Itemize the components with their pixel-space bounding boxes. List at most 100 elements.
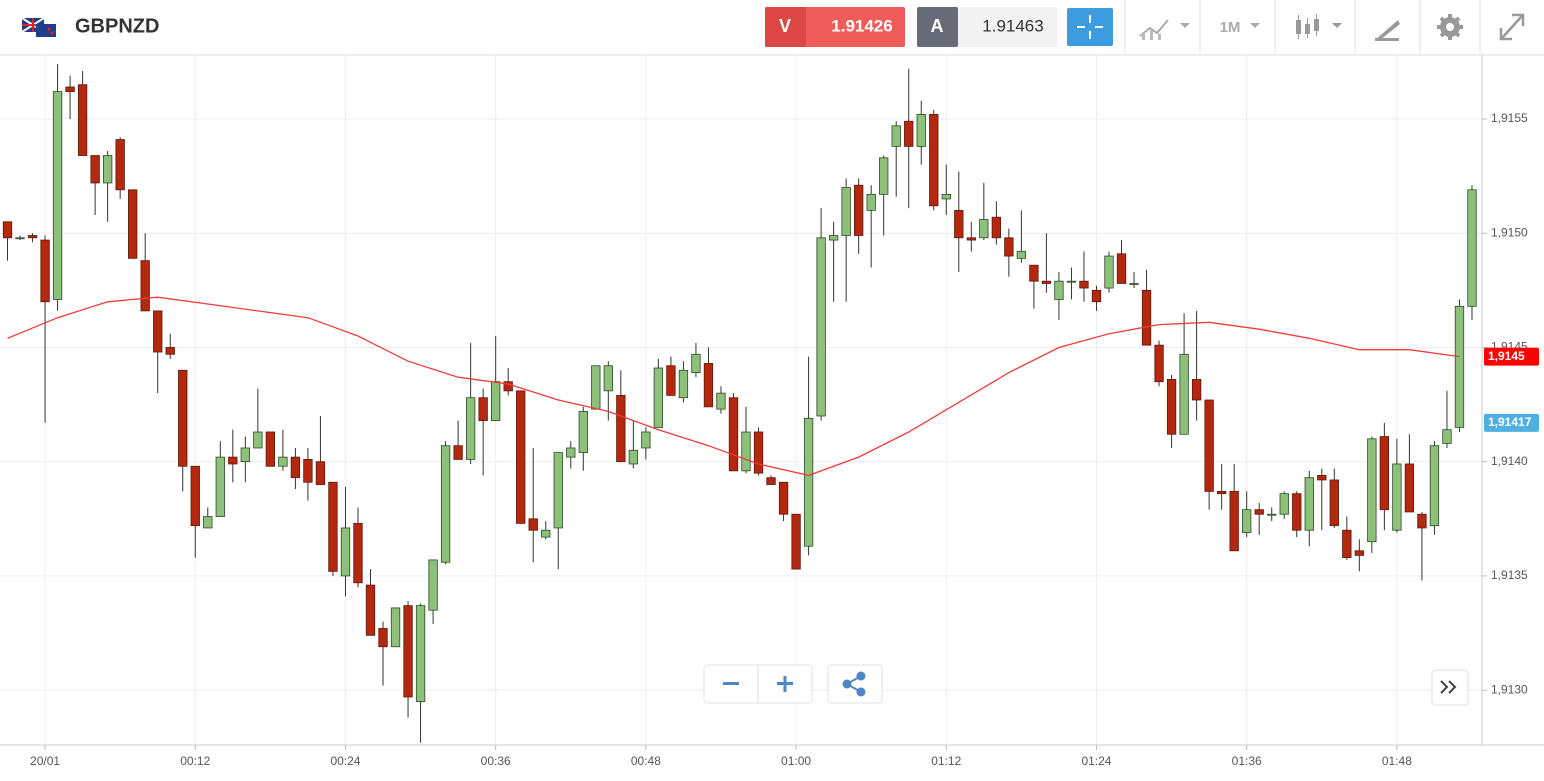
symbol: GBPNZD xyxy=(75,15,159,37)
candle-body xyxy=(916,114,926,147)
candle-body xyxy=(403,605,413,698)
candle-body xyxy=(1442,429,1452,444)
candle-body xyxy=(328,481,338,572)
candle-body xyxy=(77,84,88,156)
x-tick-label: 00:12 xyxy=(180,754,210,768)
candle-body xyxy=(866,193,876,211)
candle-body xyxy=(1166,379,1177,435)
candle-body xyxy=(828,235,839,241)
candle-body xyxy=(1429,445,1440,527)
toolbar: GBPNZD V 1.91426 A 1.91463 1M xyxy=(0,0,1544,56)
chart-type-icon[interactable] xyxy=(1296,14,1342,39)
candle-body xyxy=(841,187,851,236)
candle-body xyxy=(891,125,901,147)
zoom-in[interactable] xyxy=(777,676,793,692)
candle-body xyxy=(1129,283,1139,285)
candle-body xyxy=(503,381,513,392)
x-tick-label: 01:12 xyxy=(931,754,961,768)
crosshair-button[interactable] xyxy=(1067,8,1113,46)
candle-body xyxy=(516,390,526,524)
settings-icon[interactable] xyxy=(1437,14,1463,40)
candle-body xyxy=(1154,344,1164,383)
last-price-label: 1,91417 xyxy=(1488,415,1532,429)
candle-body xyxy=(1054,280,1064,300)
candle-body xyxy=(390,607,401,648)
zoom-out[interactable] xyxy=(723,682,739,685)
candle-body xyxy=(553,452,563,529)
candle-body xyxy=(102,155,113,184)
scroll-end-icon xyxy=(1440,680,1457,694)
candle-body xyxy=(816,237,826,417)
candle-body xyxy=(65,86,75,92)
candle-body xyxy=(628,449,639,465)
crosshair-icon xyxy=(1077,15,1103,39)
candle-body xyxy=(165,347,175,355)
x-tick-label: 01:24 xyxy=(1081,754,1111,768)
draw-icon[interactable] xyxy=(1375,20,1400,41)
candle-body xyxy=(1242,509,1252,533)
candle-body xyxy=(228,456,238,465)
candle-body xyxy=(2,221,13,239)
candle-body xyxy=(15,237,25,240)
candle-body xyxy=(1354,550,1364,556)
candle-body xyxy=(428,559,438,611)
zoom-controls xyxy=(703,664,1469,706)
timeframe: 1M xyxy=(1220,19,1241,36)
candle-body xyxy=(1179,353,1189,435)
x-tick-label: 01:00 xyxy=(781,754,811,768)
candle-body xyxy=(1116,253,1127,284)
candle-body xyxy=(1367,438,1377,543)
candle-body xyxy=(1029,264,1039,282)
candle-body xyxy=(1467,189,1477,307)
candle-body xyxy=(728,397,739,472)
buy-label: A xyxy=(931,16,944,36)
candle-body xyxy=(528,518,538,531)
x-tick-label: 20/01 xyxy=(30,754,60,768)
plot-area: 1,9130 1,9135 1,9140 1,9145 1,9150 1,9155 20/0… xyxy=(0,55,1544,768)
flag xyxy=(21,17,56,37)
y-tick-label: 1,9130 xyxy=(1491,682,1528,696)
candle-body xyxy=(1392,463,1402,531)
x-tick-label: 01:48 xyxy=(1382,754,1412,768)
candle-body xyxy=(340,527,351,577)
y-tick-label: 1,9150 xyxy=(1491,225,1528,239)
candle-body xyxy=(1404,463,1415,513)
candle-body xyxy=(365,584,376,636)
candle-body xyxy=(879,157,889,195)
y-tick-label: 1,9135 xyxy=(1491,568,1528,582)
candle-body xyxy=(440,445,451,563)
candle-body xyxy=(1091,289,1102,303)
candle-body xyxy=(290,456,301,479)
ma-value-label: 1,9145 xyxy=(1488,349,1525,363)
candle-body xyxy=(215,456,225,517)
scroll-end-button[interactable] xyxy=(1431,669,1469,706)
candle-body xyxy=(941,193,951,200)
candle-body xyxy=(1304,477,1314,531)
share-icon[interactable] xyxy=(842,671,866,697)
ma-value-label-bg xyxy=(1484,347,1539,366)
candle-body xyxy=(1417,513,1427,529)
candle-body xyxy=(465,397,476,460)
candle-body xyxy=(190,465,200,527)
buy-price: 1.91463 xyxy=(982,16,1043,35)
candle-body xyxy=(1317,474,1327,481)
candle-body xyxy=(603,365,613,392)
share-box xyxy=(827,664,883,704)
fullscreen-icon[interactable] xyxy=(1499,13,1525,41)
timeframe-button[interactable]: 1M xyxy=(1220,19,1260,36)
candle-body xyxy=(904,120,914,147)
candle-body xyxy=(203,516,213,529)
candle-body xyxy=(1292,493,1302,531)
candle-body xyxy=(378,628,388,648)
candle-body xyxy=(115,139,125,191)
indicator-icon[interactable] xyxy=(1139,19,1190,40)
x-tick-label: 00:36 xyxy=(481,754,511,768)
buy-label-bg xyxy=(917,7,958,47)
x-tick-label: 01:36 xyxy=(1232,754,1262,768)
candle-body xyxy=(315,461,326,485)
candle-body xyxy=(929,114,939,207)
candle-body xyxy=(1216,490,1227,495)
candle-body xyxy=(666,365,676,396)
